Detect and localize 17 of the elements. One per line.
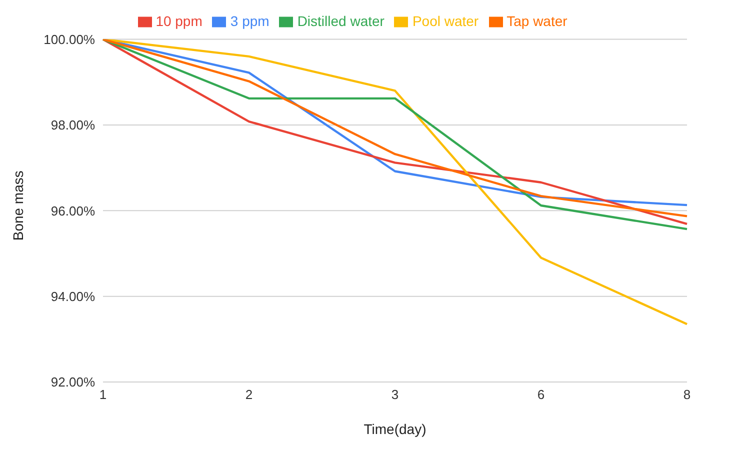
x-tick-label: 3 (391, 387, 399, 402)
y-tick-label: 100.00% (44, 32, 96, 47)
x-tick-label: 8 (683, 387, 691, 402)
x-axis-title: Time(day) (364, 421, 426, 437)
legend-label: Tap water (506, 13, 568, 29)
legend-label: 10 ppm (156, 13, 202, 29)
legend-label: Distilled water (297, 13, 384, 29)
legend-label: 3 ppm (230, 13, 270, 29)
y-tick-label: 96.00% (50, 203, 96, 218)
legend-label: Pool water (412, 13, 479, 29)
x-tick-label: 2 (245, 387, 253, 402)
x-tick-label: 1 (99, 387, 107, 402)
x-tick-label: 6 (537, 387, 545, 402)
y-tick-label: 94.00% (50, 288, 96, 304)
y-tick-label: 92.00% (50, 374, 96, 390)
y-axis-title: Bone mass (10, 170, 26, 241)
y-tick-label: 98.00% (50, 118, 96, 133)
